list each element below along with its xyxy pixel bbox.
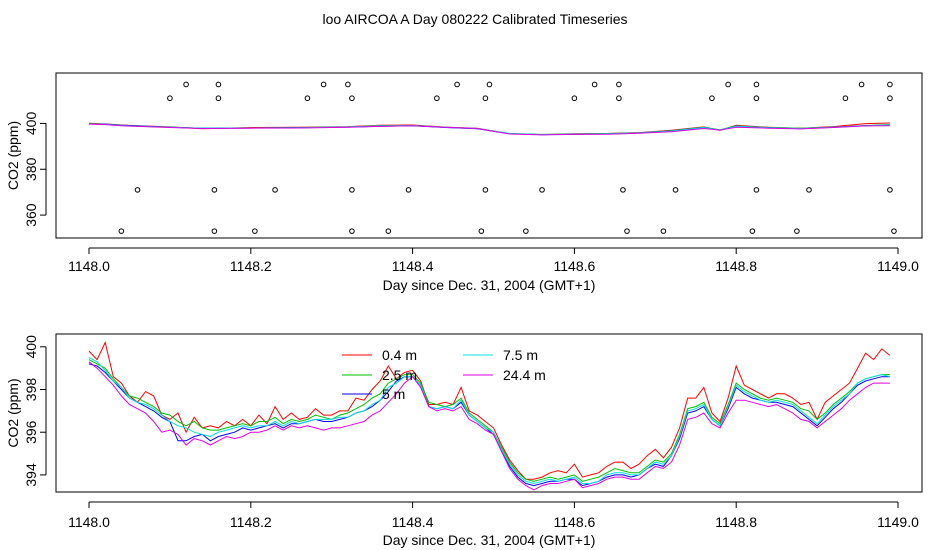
data-point-marker <box>478 228 485 234</box>
legend-label: 7.5 m <box>503 347 538 363</box>
data-point-marker <box>660 228 667 234</box>
data-point-marker <box>482 187 489 193</box>
y-tick-label: 380 <box>23 157 39 181</box>
data-point-marker <box>118 228 125 234</box>
plot-frame <box>55 72 923 239</box>
series-line-4 <box>88 361 890 491</box>
data-point-marker <box>215 81 222 88</box>
data-point-marker <box>211 228 218 234</box>
x-tick-label: 1148.0 <box>68 258 110 274</box>
x-tick-label: 1149.0 <box>877 258 919 274</box>
data-point-marker <box>887 81 893 88</box>
data-point-marker <box>753 81 760 88</box>
y-tick-label: 400 <box>23 335 39 359</box>
legend-label: 5 m <box>382 386 405 402</box>
data-point-marker <box>320 81 327 88</box>
x-tick-label: 1148.6 <box>554 258 596 274</box>
legend-label: 24.4 m <box>503 367 546 383</box>
x-axis-label: Day since Dec. 31, 2004 (GMT+1) <box>383 277 596 293</box>
data-point-marker <box>349 95 355 102</box>
series-line-2 <box>88 123 890 136</box>
series-line-1 <box>88 359 890 482</box>
legend: 0.4 m 2.5 m 5 m 7.5 m 24.4 m <box>342 347 546 402</box>
plot-frame <box>55 333 923 493</box>
x-tick-label: 1148.6 <box>554 514 596 530</box>
data-point-marker <box>482 95 489 102</box>
data-point-marker <box>486 81 493 88</box>
data-point-marker <box>183 81 189 88</box>
x-tick-label: 1148.4 <box>392 258 434 274</box>
data-point-marker <box>672 187 679 193</box>
x-tick-label: 1148.2 <box>230 258 272 274</box>
y-tick-label: 400 <box>23 112 39 136</box>
data-point-marker <box>891 228 897 234</box>
top-panel: 1148.0 1148.2 1148.4 1148.6 1148.8 1149.0 Day … <box>5 72 923 293</box>
data-point-marker <box>616 95 622 102</box>
series-line-2 <box>88 363 890 487</box>
y-axis-label: CO2 (ppm) <box>5 378 21 447</box>
data-point-marker <box>591 81 598 88</box>
data-point-marker <box>753 187 760 193</box>
series-line-0 <box>88 340 891 480</box>
data-point-marker <box>405 187 412 193</box>
data-point-marker <box>434 95 440 102</box>
data-point-marker <box>887 187 893 193</box>
series-line-4 <box>88 123 890 136</box>
x-tick-label: 1148.2 <box>230 514 272 530</box>
data-point-marker <box>842 95 849 102</box>
data-point-marker <box>794 228 800 234</box>
bottom-panel: 1148.0 1148.2 1148.4 1148.6 1148.8 1149.0 Day … <box>5 333 923 548</box>
x-tick-label: 1149.0 <box>877 514 919 530</box>
data-point-marker <box>252 228 258 234</box>
x-tick-label: 1148.8 <box>715 258 757 274</box>
legend-label: 0.4 m <box>382 347 417 363</box>
y-tick-label: 360 <box>23 203 39 227</box>
data-point-marker <box>134 187 141 193</box>
data-point-marker <box>806 187 812 193</box>
x-tick-label: 1148.4 <box>392 514 434 530</box>
data-point-marker <box>454 81 460 88</box>
x-tick-label: 1148.8 <box>715 514 757 530</box>
y-tick-label: 398 <box>23 378 39 402</box>
y-tick-label: 396 <box>23 420 39 444</box>
series-line-3 <box>88 357 891 485</box>
data-point-marker <box>571 95 578 102</box>
data-point-marker <box>349 187 355 193</box>
data-point-marker <box>349 228 355 234</box>
data-point-marker <box>749 228 756 234</box>
data-point-marker <box>725 81 731 88</box>
series-line-3 <box>88 123 890 136</box>
data-point-marker <box>523 228 529 234</box>
chart-main-title: loo AIRCOA A Day 080222 Calibrated Times… <box>322 11 628 27</box>
legend-label: 2.5 m <box>382 367 417 383</box>
data-point-marker <box>624 228 630 234</box>
data-point-marker <box>709 95 715 102</box>
x-axis-label: Day since Dec. 31, 2004 (GMT+1) <box>383 532 596 548</box>
data-point-marker <box>616 81 622 88</box>
data-point-marker <box>304 95 311 102</box>
data-point-marker <box>753 95 760 102</box>
data-point-marker <box>215 95 222 102</box>
data-point-marker <box>385 228 392 234</box>
data-point-marker <box>211 187 218 193</box>
data-point-marker <box>167 95 173 102</box>
data-point-marker <box>887 95 893 102</box>
data-point-marker <box>345 81 351 88</box>
data-point-marker <box>620 187 626 193</box>
x-tick-label: 1148.0 <box>68 514 110 530</box>
y-axis-label: CO2 (ppm) <box>5 121 21 190</box>
data-point-marker <box>539 187 545 193</box>
data-point-marker <box>272 187 278 193</box>
data-point-marker <box>858 81 865 88</box>
y-tick-label: 394 <box>23 463 39 487</box>
